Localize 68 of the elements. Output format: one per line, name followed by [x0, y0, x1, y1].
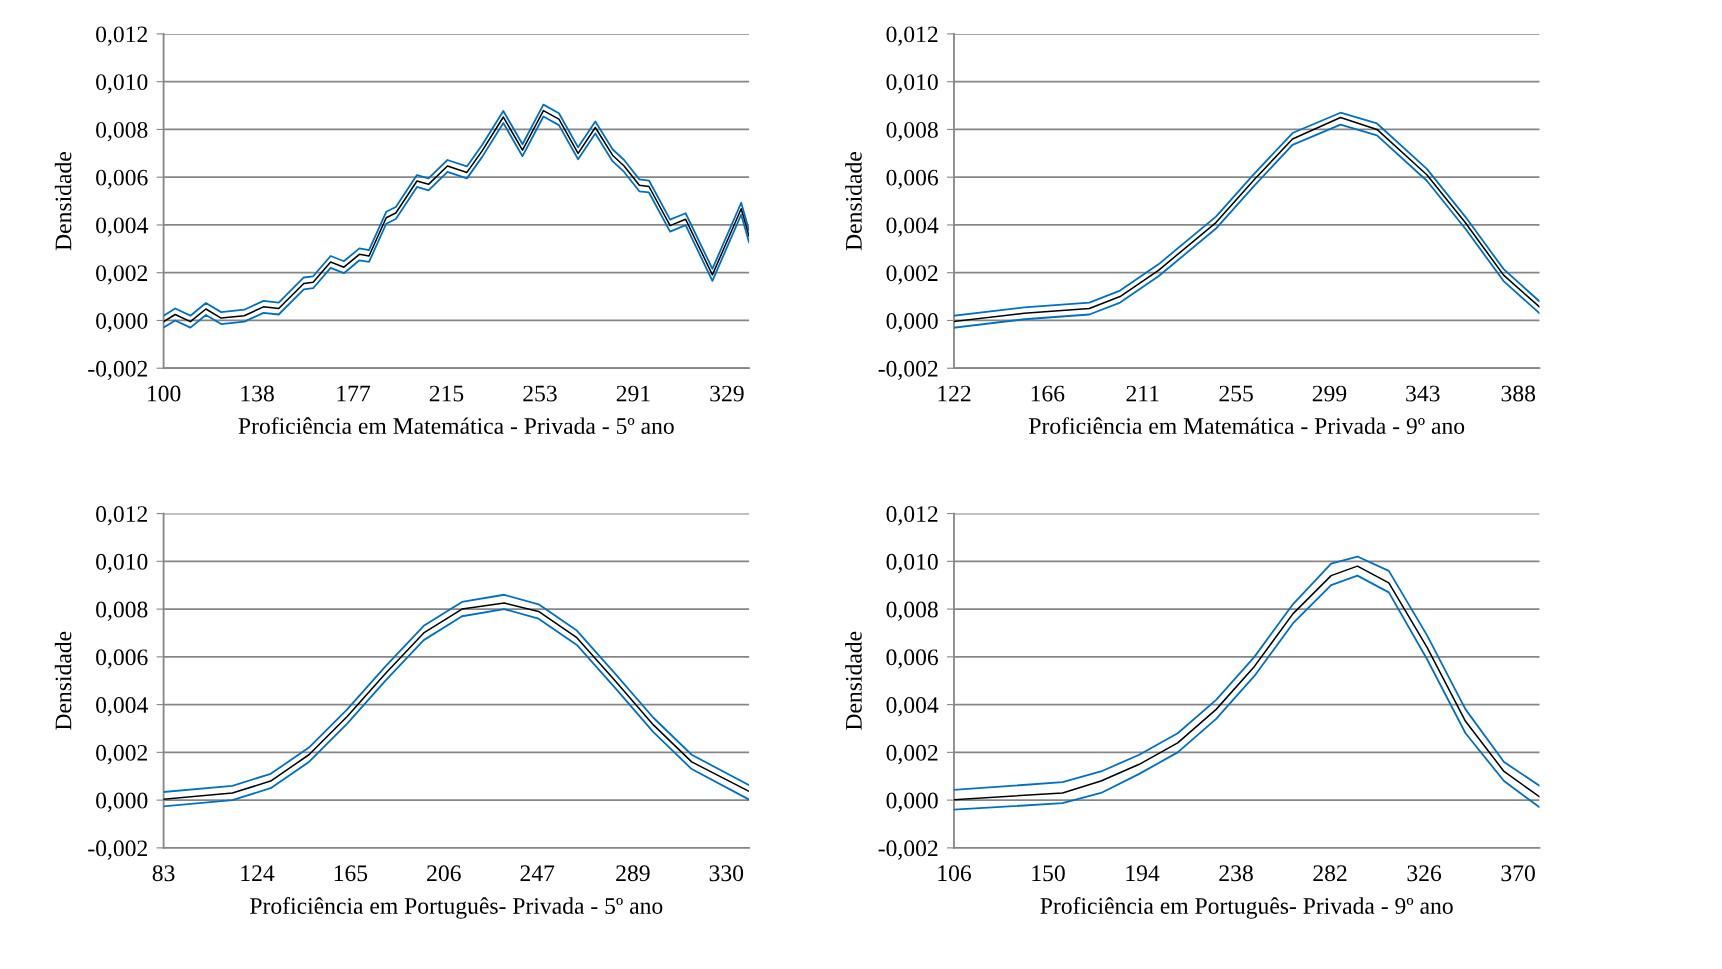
x-axis-title: Proficiência em Matemática - Privada - 5º ano — [238, 417, 674, 435]
x-axis-title: Proficiência em Matemática - Privada - 9º ano — [1029, 417, 1465, 435]
y-tick-label: 0,000 — [886, 312, 938, 333]
x-tick-label: 206 — [427, 865, 461, 882]
x-tick-label: 253 — [523, 385, 557, 402]
x-tick-label: 106 — [938, 865, 971, 882]
y-axis-title: Densidade — [54, 631, 72, 730]
y-axis-title: Densidade — [845, 152, 862, 251]
y-tick-label: 0,012 — [96, 26, 148, 46]
x-tick-label: 150 — [1032, 865, 1065, 882]
x-tick-label: 194 — [1126, 865, 1160, 882]
x-tick-label: 299 — [1312, 385, 1347, 402]
x-tick-label: 122 — [938, 385, 971, 402]
y-tick-label: 0,004 — [96, 217, 148, 237]
y-tick-label: -0,002 — [88, 840, 148, 860]
y-tick-label: 0,002 — [96, 265, 148, 285]
y-tick-label: 0,004 — [96, 697, 148, 717]
x-tick-label: 326 — [1407, 865, 1442, 882]
x-axis-title: Proficiência em Português- Privada - 5º ano — [250, 897, 663, 919]
y-tick-label: 0,008 — [886, 121, 938, 142]
x-tick-label: 343 — [1406, 385, 1440, 402]
y-tick-label: 0,006 — [96, 169, 148, 190]
y-tick-label: 0,000 — [96, 792, 148, 812]
x-tick-label: 247 — [520, 865, 555, 881]
x-tick-label: 138 — [241, 385, 274, 402]
x-tick-label: 100 — [147, 385, 181, 402]
y-tick-label: 0,012 — [886, 26, 938, 46]
x-tick-label: 329 — [710, 385, 744, 402]
x-tick-label: 83 — [152, 865, 175, 882]
y-tick-label: 0,012 — [96, 506, 148, 526]
x-tick-label: 166 — [1031, 385, 1065, 402]
y-tick-label: 0,006 — [886, 649, 939, 669]
y-tick-label: 0,010 — [96, 74, 148, 94]
x-tick-label: 370 — [1501, 865, 1535, 882]
y-tick-label: -0,002 — [88, 360, 148, 381]
y-axis-title: Densidade — [845, 631, 862, 730]
y-tick-label: -0,002 — [878, 840, 938, 860]
x-tick-label: 291 — [616, 385, 650, 402]
y-tick-label: 0,008 — [96, 121, 148, 142]
x-tick-label: 289 — [616, 865, 650, 882]
y-tick-label: 0,002 — [96, 744, 148, 765]
x-tick-label: 330 — [709, 865, 744, 882]
x-tick-label: 177 — [337, 385, 371, 402]
x-tick-label: 211 — [1126, 385, 1159, 402]
x-tick-label: 165 — [334, 865, 368, 882]
y-tick-label: 0,006 — [96, 649, 148, 669]
y-tick-label: 0,004 — [886, 217, 939, 237]
y-axis-title: Densidade — [54, 152, 72, 251]
y-tick-label: 0,010 — [886, 553, 938, 574]
y-tick-label: 0,000 — [96, 312, 148, 333]
y-tick-label: 0,004 — [886, 697, 939, 717]
y-tick-label: 0,008 — [96, 601, 148, 621]
x-tick-label: 255 — [1219, 385, 1253, 402]
y-tick-label: 0,010 — [886, 74, 938, 94]
y-tick-label: 0,010 — [96, 553, 148, 574]
x-tick-label: 124 — [241, 865, 275, 881]
y-tick-label: 0,002 — [886, 744, 938, 765]
x-tick-label: 215 — [429, 385, 464, 402]
x-tick-label: 388 — [1501, 385, 1536, 402]
y-tick-label: 0,002 — [886, 265, 938, 285]
x-tick-label: 282 — [1313, 865, 1347, 882]
y-tick-label: 0,008 — [886, 601, 938, 621]
y-tick-label: -0,002 — [878, 360, 938, 381]
y-tick-label: 0,012 — [886, 506, 938, 526]
y-tick-label: 0,006 — [886, 169, 939, 190]
x-axis-title: Proficiência em Português- Privada - 9º ano — [1040, 897, 1453, 919]
y-tick-label: 0,000 — [886, 792, 938, 812]
x-tick-label: 238 — [1219, 865, 1253, 882]
